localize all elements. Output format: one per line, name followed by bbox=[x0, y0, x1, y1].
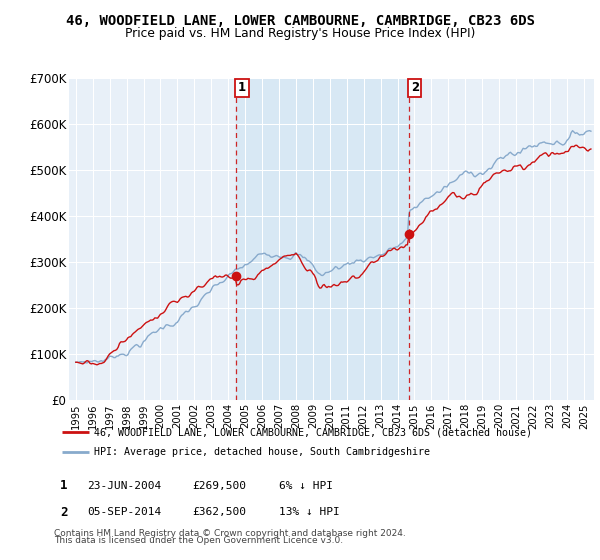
Text: 23-JUN-2004: 23-JUN-2004 bbox=[87, 480, 161, 491]
Bar bbox=[236, 78, 409, 400]
Text: This data is licensed under the Open Government Licence v3.0.: This data is licensed under the Open Gov… bbox=[54, 536, 343, 545]
Text: 46, WOODFIELD LANE, LOWER CAMBOURNE, CAMBRIDGE, CB23 6DS: 46, WOODFIELD LANE, LOWER CAMBOURNE, CAM… bbox=[65, 14, 535, 28]
Text: 1: 1 bbox=[60, 479, 67, 492]
Text: 2: 2 bbox=[411, 81, 419, 94]
Text: 46, WOODFIELD LANE, LOWER CAMBOURNE, CAMBRIDGE, CB23 6DS (detached house): 46, WOODFIELD LANE, LOWER CAMBOURNE, CAM… bbox=[94, 427, 532, 437]
Text: 2: 2 bbox=[60, 506, 67, 519]
Text: 6% ↓ HPI: 6% ↓ HPI bbox=[279, 480, 333, 491]
Text: £269,500: £269,500 bbox=[192, 480, 246, 491]
Text: 05-SEP-2014: 05-SEP-2014 bbox=[87, 507, 161, 517]
Text: £362,500: £362,500 bbox=[192, 507, 246, 517]
Text: 1: 1 bbox=[238, 81, 246, 94]
Text: 13% ↓ HPI: 13% ↓ HPI bbox=[279, 507, 340, 517]
Text: Price paid vs. HM Land Registry's House Price Index (HPI): Price paid vs. HM Land Registry's House … bbox=[125, 27, 475, 40]
Text: Contains HM Land Registry data © Crown copyright and database right 2024.: Contains HM Land Registry data © Crown c… bbox=[54, 529, 406, 538]
Text: HPI: Average price, detached house, South Cambridgeshire: HPI: Average price, detached house, Sout… bbox=[94, 447, 430, 457]
